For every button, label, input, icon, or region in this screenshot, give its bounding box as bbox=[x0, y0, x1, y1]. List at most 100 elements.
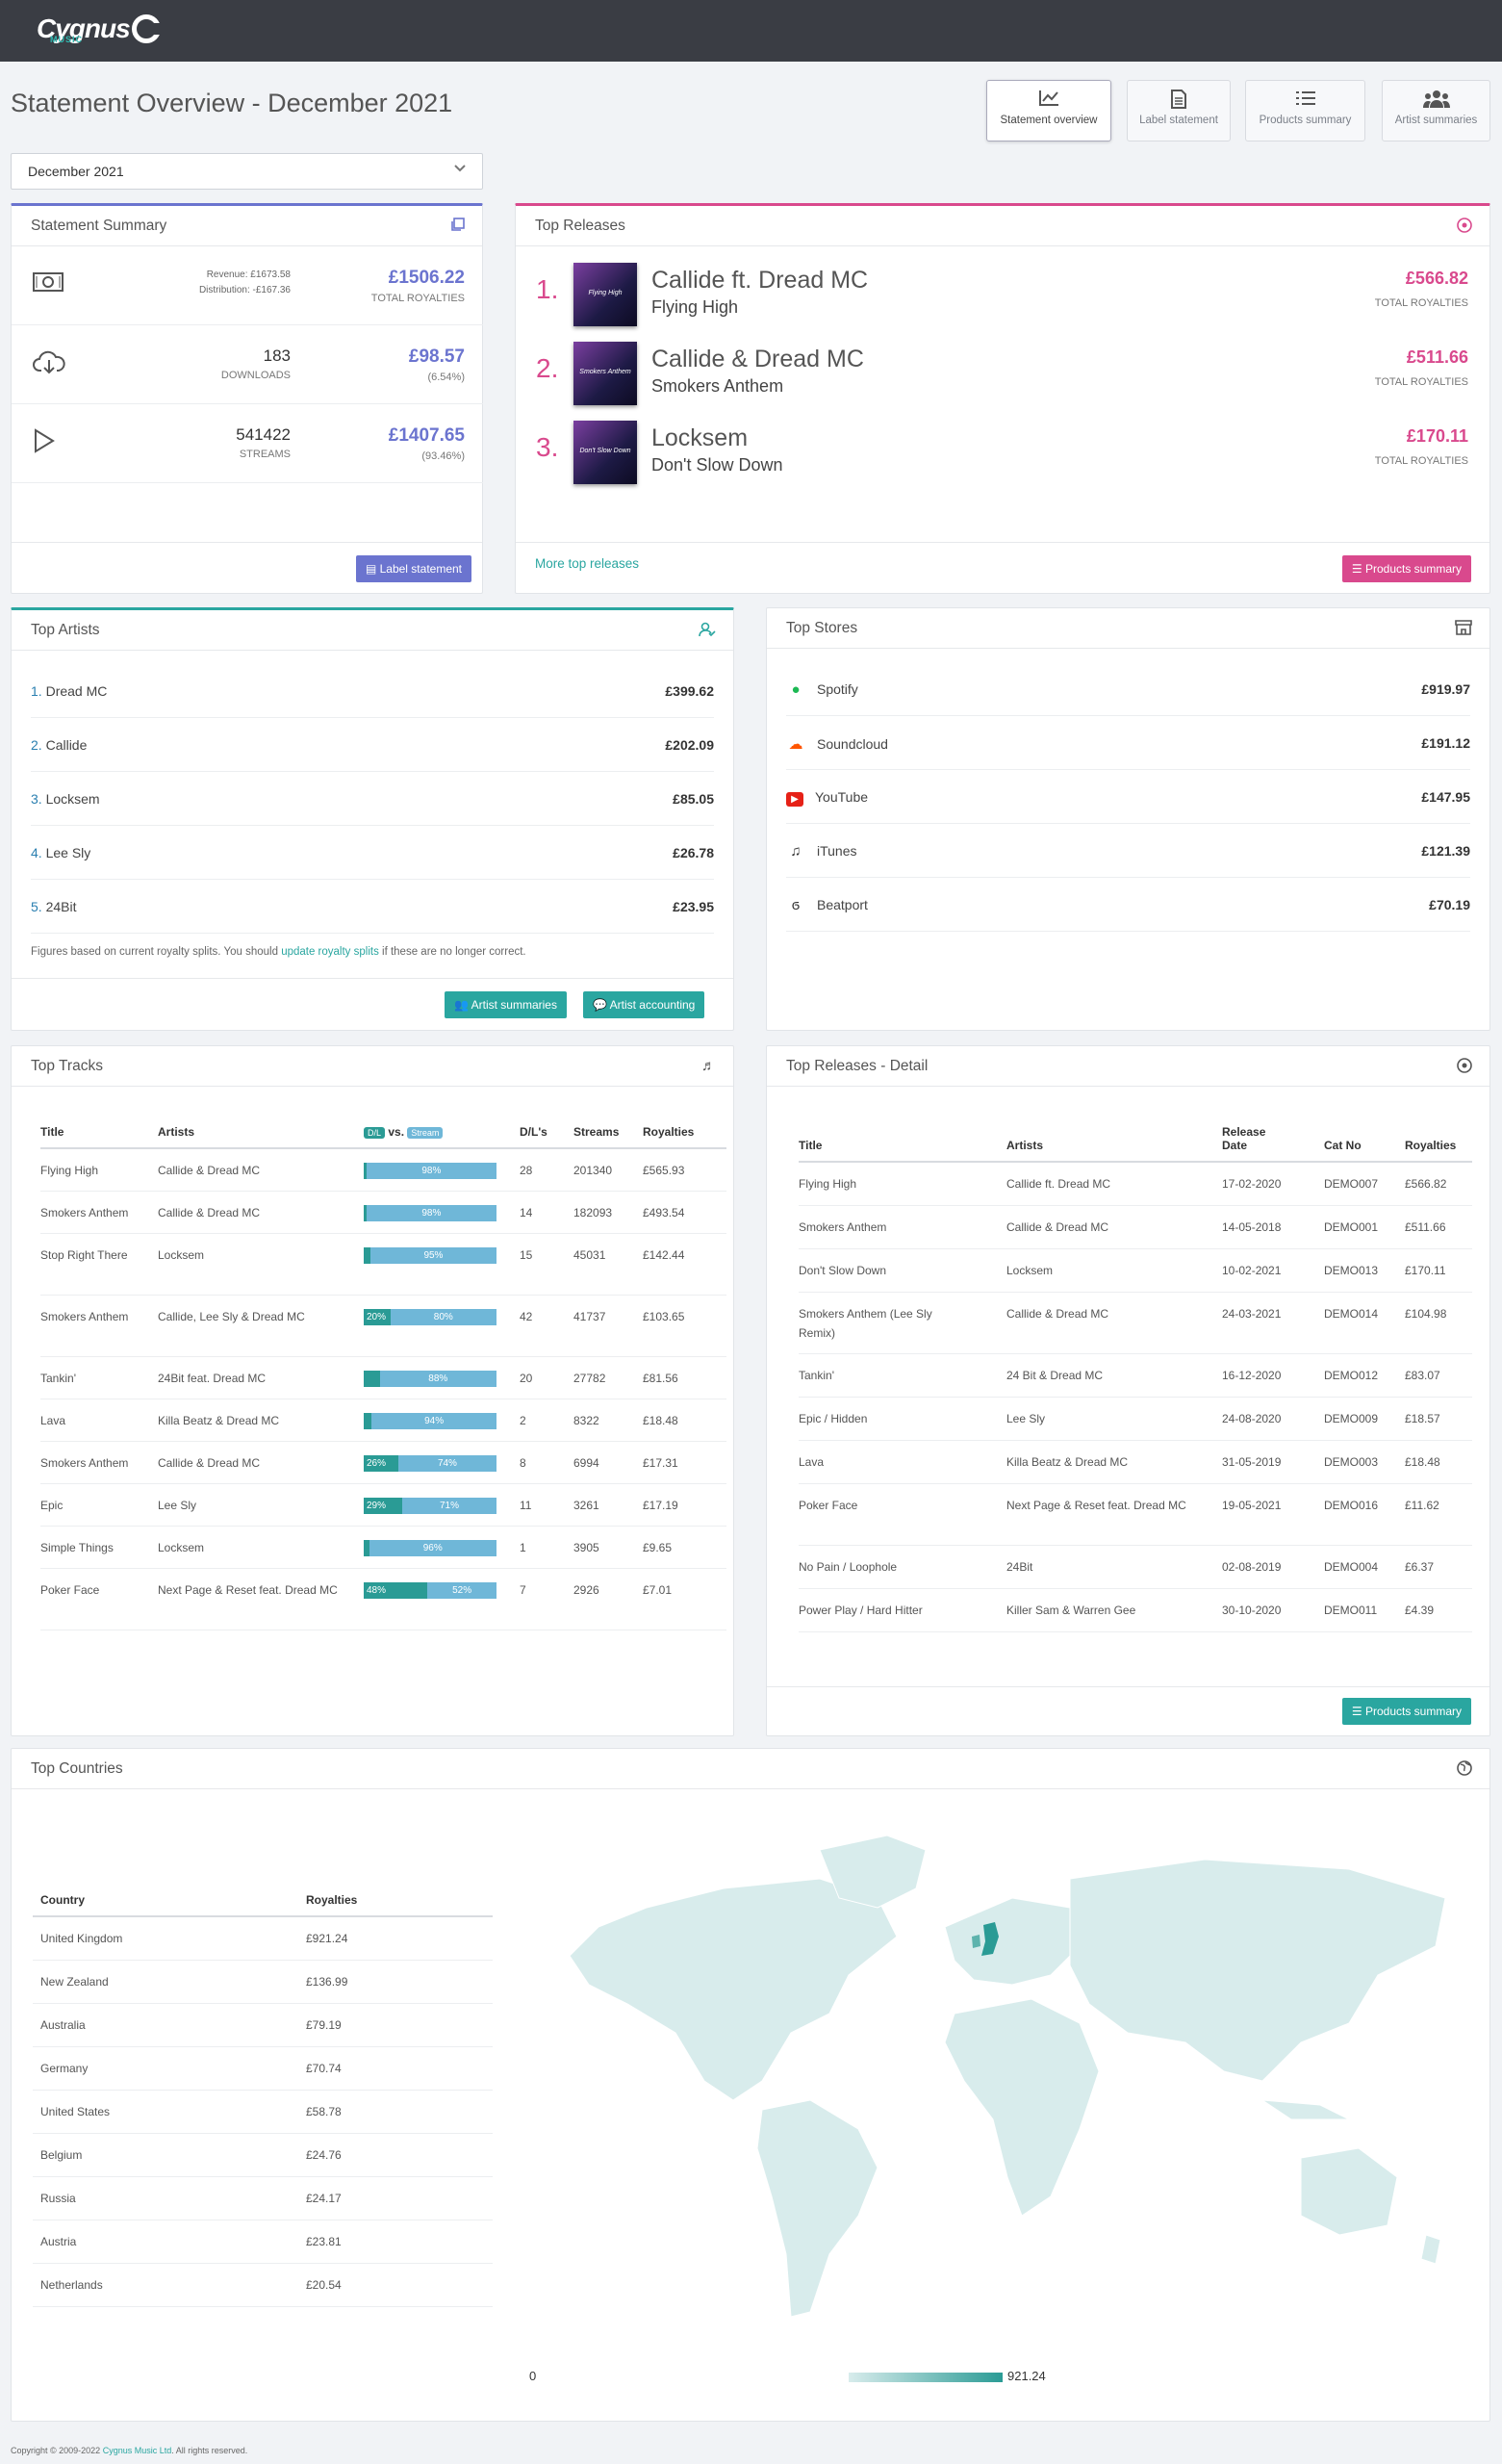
record-icon[interactable] bbox=[1457, 218, 1472, 237]
artist-accounting-button[interactable]: 💬 Artist accounting bbox=[583, 991, 705, 1018]
store-row[interactable]: ♫ iTunes £121.39 bbox=[786, 824, 1470, 878]
table-row[interactable]: Germany £70.74 bbox=[33, 2046, 493, 2091]
globe-icon[interactable] bbox=[1457, 1760, 1472, 1780]
record-icon[interactable] bbox=[1457, 1058, 1472, 1077]
th-country: Country bbox=[33, 1893, 306, 1917]
products-summary-button-2[interactable]: ☰ Products summary bbox=[1341, 1698, 1471, 1725]
card-header: Top Tracks ♬ bbox=[12, 1046, 733, 1087]
table-row[interactable]: Power Play / Hard Hitter Killer Sam & War… bbox=[799, 1588, 1472, 1632]
release-artists: Next Page & Reset feat. Dread MC bbox=[1006, 1483, 1222, 1546]
distribution-text: Distribution: -£167.36 bbox=[198, 285, 291, 295]
table-row[interactable]: Stop Right There Locksem 95% 15 45031 £142.44 bbox=[40, 1233, 726, 1296]
track-dls: 8 bbox=[520, 1441, 573, 1484]
stream-segment: 80% bbox=[433, 1311, 453, 1322]
music-icon[interactable]: ♬ bbox=[701, 1058, 716, 1074]
table-row[interactable]: Smokers Anthem Callide & Dread MC 26% 74% 8 6… bbox=[40, 1441, 726, 1484]
card-header: Top Stores bbox=[767, 608, 1489, 649]
table-row[interactable]: Simple Things Locksem 96% 1 3905 £9.65 bbox=[40, 1526, 726, 1569]
track-royalties: £493.54 bbox=[643, 1191, 726, 1234]
downloads-amount-block: £98.57 (6.54%) bbox=[409, 346, 465, 383]
table-row[interactable]: New Zealand £136.99 bbox=[33, 1960, 493, 2004]
artist-row[interactable]: 3. Locksem £85.05 bbox=[31, 772, 714, 826]
table-row[interactable]: Austria £23.81 bbox=[33, 2220, 493, 2264]
copy-icon[interactable] bbox=[450, 218, 465, 236]
release-item[interactable]: 1. Flying High Callide ft. Dread MC Flying … bbox=[516, 257, 1487, 334]
nav-products-summary[interactable]: Products summary bbox=[1245, 80, 1365, 141]
card-header: Top Releases - Detail bbox=[767, 1046, 1489, 1087]
nav-label-statement[interactable]: Label statement bbox=[1127, 80, 1231, 141]
table-row[interactable]: Don't Slow Down Locksem 10-02-2021 DEMO013 £… bbox=[799, 1248, 1472, 1293]
store-row[interactable]: ☁ Soundcloud £191.12 bbox=[786, 716, 1470, 770]
release-amount-label: TOTAL ROYALTIES bbox=[1374, 455, 1468, 467]
table-row[interactable]: Lava Killa Beatz & Dread MC 94% 2 8322 £18.48 bbox=[40, 1399, 726, 1442]
products-summary-button[interactable]: ☰ Products summary bbox=[1341, 555, 1471, 582]
table-row[interactable]: Smokers Anthem Callide, Lee Sly & Dread M… bbox=[40, 1295, 726, 1357]
release-title: Don't Slow Down bbox=[799, 1248, 1006, 1293]
table-row[interactable]: Smokers Anthem (Lee Sly Remix) Callide & … bbox=[799, 1292, 1472, 1354]
track-royalties: £9.65 bbox=[643, 1526, 726, 1569]
artist-row[interactable]: 4. Lee Sly £26.78 bbox=[31, 826, 714, 880]
store-icon[interactable] bbox=[1455, 620, 1472, 639]
artist-row[interactable]: 2. Callide £202.09 bbox=[31, 718, 714, 772]
table-row[interactable]: Smokers Anthem Callide & Dread MC 14-05-20… bbox=[799, 1205, 1472, 1249]
table-row[interactable]: Poker Face Next Page & Reset feat. Dread … bbox=[799, 1483, 1472, 1546]
table-row[interactable]: Smokers Anthem Callide & Dread MC 98% 14 182… bbox=[40, 1191, 726, 1234]
release-artist: Callide ft. Dread MC bbox=[651, 267, 869, 294]
store-row[interactable]: ϭ Beatport £70.19 bbox=[786, 878, 1470, 932]
table-row[interactable]: Flying High Callide ft. Dread MC 17-02-202… bbox=[799, 1162, 1472, 1206]
release-amount: £566.82 bbox=[1405, 269, 1468, 288]
table-row[interactable]: Russia £24.17 bbox=[33, 2176, 493, 2220]
artist-row[interactable]: 5. 24Bit £23.95 bbox=[31, 880, 714, 934]
dl-tag: D/L bbox=[364, 1127, 386, 1139]
table-row[interactable]: Lava Killa Beatz & Dread MC 31-05-2019 DEMO… bbox=[799, 1440, 1472, 1484]
artist-row[interactable]: 1. Dread MC £399.62 bbox=[31, 664, 714, 718]
artist-summaries-button[interactable]: 👥 Artist summaries bbox=[445, 991, 567, 1018]
map-legend-max: 921.24 bbox=[1007, 2369, 1046, 2383]
release-cat-no: DEMO012 bbox=[1324, 1353, 1405, 1398]
table-row[interactable]: Poker Face Next Page & Reset feat. Dread … bbox=[40, 1568, 726, 1630]
table-row[interactable]: United Kingdom £921.24 bbox=[33, 1916, 493, 1961]
nav-statement-overview[interactable]: Statement overview bbox=[986, 80, 1111, 141]
store-name: Soundcloud bbox=[817, 736, 888, 752]
table-row[interactable]: No Pain / Loophole 24Bit 02-08-2019 DEMO004… bbox=[799, 1545, 1472, 1589]
table-row[interactable]: Netherlands £20.54 bbox=[33, 2263, 493, 2307]
table-row[interactable]: Tankin' 24 Bit & Dread MC 16-12-2020 DEMO01… bbox=[799, 1353, 1472, 1398]
artist-amount: £202.09 bbox=[665, 737, 714, 753]
table-row[interactable]: Epic / Hidden Lee Sly 24-08-2020 DEMO009 £18… bbox=[799, 1397, 1472, 1441]
table-row[interactable]: Epic Lee Sly 29% 71% 11 3261 £17.19 bbox=[40, 1483, 726, 1527]
stream-tag: Stream bbox=[407, 1127, 444, 1139]
release-title: Smokers Anthem (Lee Sly Remix) bbox=[799, 1292, 1006, 1354]
artist-amount: £23.95 bbox=[673, 899, 714, 914]
artist-amount: £85.05 bbox=[673, 791, 714, 807]
table-row[interactable]: United States £58.78 bbox=[33, 2090, 493, 2134]
store-row[interactable]: ▶ YouTube £147.95 bbox=[786, 770, 1470, 824]
track-streams: 2926 bbox=[573, 1568, 643, 1630]
release-item[interactable]: 2. Smokers Anthem Callide & Dread MC Smoker… bbox=[516, 336, 1487, 413]
th-artists: Artists bbox=[1006, 1125, 1222, 1163]
top-tracks-card: Top Tracks ♬ Title Artists D/L vs. Strea… bbox=[11, 1045, 734, 1736]
footer-link[interactable]: Cygnus Music Ltd bbox=[102, 2446, 172, 2455]
track-title: Simple Things bbox=[40, 1526, 158, 1569]
track-artists: Callide & Dread MC bbox=[158, 1148, 364, 1192]
table-row[interactable]: Australia £79.19 bbox=[33, 2003, 493, 2047]
track-dls: 1 bbox=[520, 1526, 573, 1569]
release-item[interactable]: 3. Don't Slow Down Locksem Don't Slow Down £… bbox=[516, 415, 1487, 492]
track-artists: 24Bit feat. Dread MC bbox=[158, 1356, 364, 1399]
th-royalties: Royalties bbox=[1405, 1125, 1472, 1163]
label-statement-button[interactable]: ▤ Label statement bbox=[355, 555, 471, 582]
store-row[interactable]: ● Spotify £919.97 bbox=[786, 662, 1470, 716]
user-check-icon[interactable] bbox=[699, 622, 716, 641]
period-select[interactable]: December 2021 bbox=[11, 153, 483, 190]
table-row[interactable]: Tankin' 24Bit feat. Dread MC 88% 20 27782 £81… bbox=[40, 1356, 726, 1399]
footer: Copyright © 2009-2022 Cygnus Music Ltd. … bbox=[11, 2446, 247, 2455]
update-royalty-splits-link[interactable]: update royalty splits bbox=[281, 946, 379, 958]
table-row[interactable]: Flying High Callide & Dread MC 98% 28 201340… bbox=[40, 1148, 726, 1192]
table-row[interactable]: Belgium £24.76 bbox=[33, 2133, 493, 2177]
world-map[interactable] bbox=[531, 1792, 1484, 2360]
release-title: Poker Face bbox=[799, 1483, 1006, 1546]
products-summary-button-label: Products summary bbox=[1364, 562, 1462, 576]
logo[interactable]: Cygnus bbox=[37, 13, 162, 44]
nav-artist-summaries[interactable]: Artist summaries bbox=[1382, 80, 1490, 141]
more-top-releases-link[interactable]: More top releases bbox=[535, 556, 640, 571]
country-royalties: £20.54 bbox=[306, 2263, 493, 2307]
